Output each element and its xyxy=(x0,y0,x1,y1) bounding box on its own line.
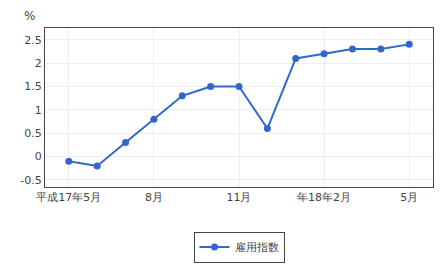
svg-text:5月: 5月 xyxy=(400,191,418,204)
svg-text:平成17年5月: 平成17年5月 xyxy=(36,191,101,204)
svg-text:0.5: 0.5 xyxy=(24,127,42,140)
svg-text:年18年2月: 年18年2月 xyxy=(297,191,351,204)
svg-text:-0.5: -0.5 xyxy=(20,174,41,187)
svg-text:1.5: 1.5 xyxy=(24,80,42,93)
svg-text:2.5: 2.5 xyxy=(24,34,42,47)
svg-text:2: 2 xyxy=(35,57,42,70)
svg-text:雇用指数: 雇用指数 xyxy=(235,241,279,254)
svg-text:1: 1 xyxy=(35,104,42,117)
svg-text:8月: 8月 xyxy=(145,191,163,204)
svg-text:0: 0 xyxy=(35,150,42,163)
svg-text:%: % xyxy=(24,9,35,23)
svg-text:11月: 11月 xyxy=(227,191,252,204)
